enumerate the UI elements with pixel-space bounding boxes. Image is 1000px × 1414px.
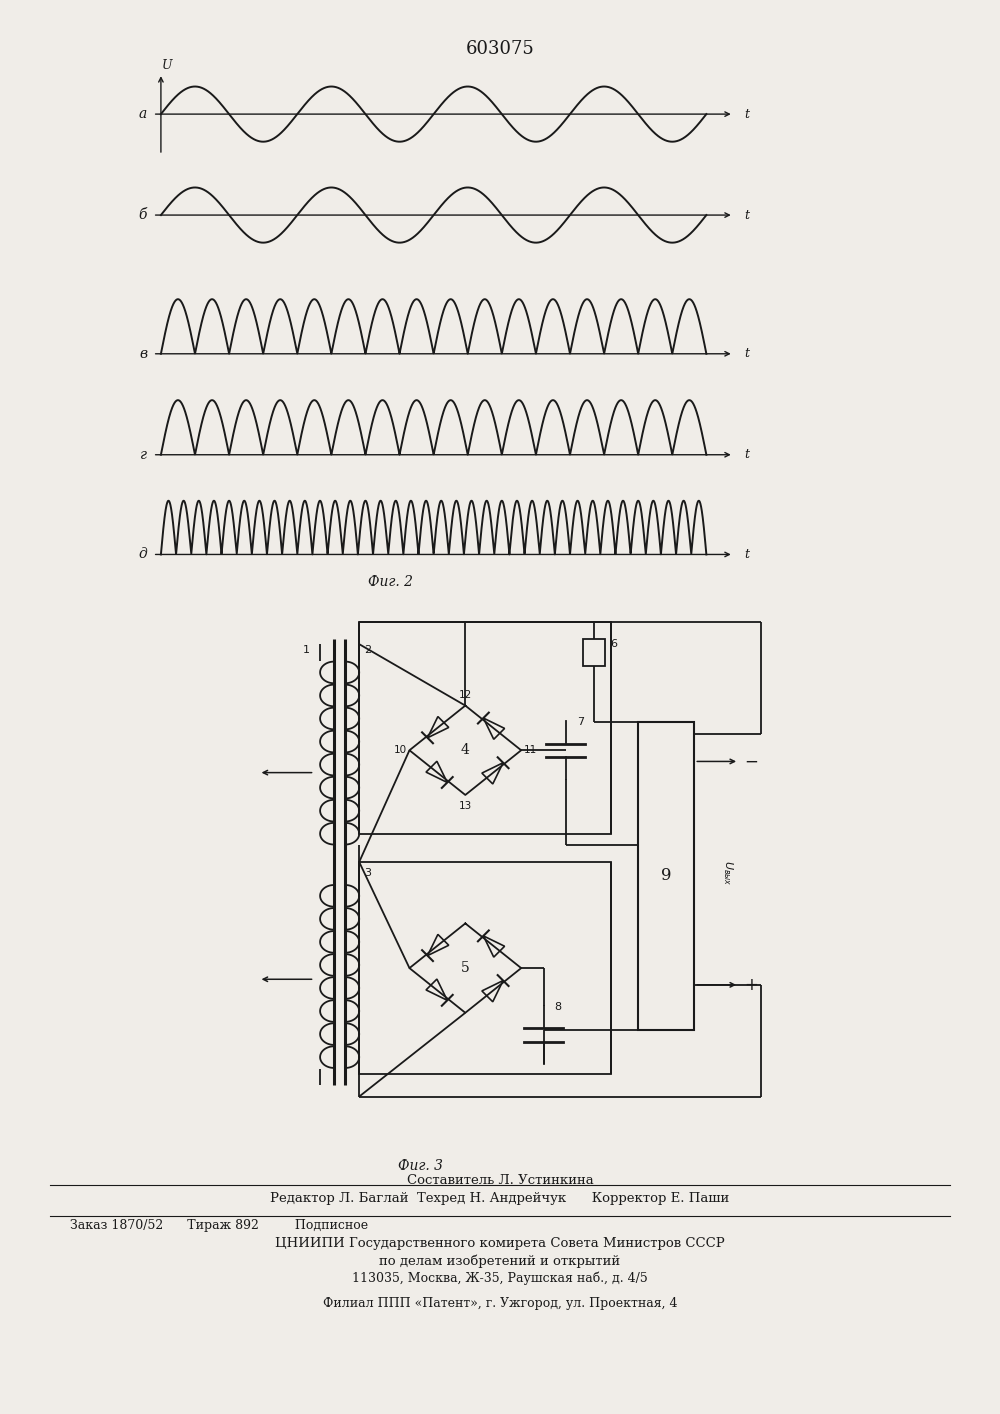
Text: 8: 8 <box>555 1003 562 1012</box>
Text: а: а <box>139 107 147 122</box>
Text: ЦНИИПИ Государственного комирета Совета Министров СССР: ЦНИИПИ Государственного комирета Совета … <box>275 1237 725 1250</box>
Text: t: t <box>745 348 750 361</box>
Text: $U_{вых}$: $U_{вых}$ <box>721 860 735 887</box>
Text: +: + <box>745 976 758 994</box>
Text: 5: 5 <box>461 962 470 976</box>
Bar <box>359 863 611 1075</box>
Text: 603075: 603075 <box>466 40 534 58</box>
Text: 1: 1 <box>303 645 310 655</box>
Bar <box>638 723 694 1029</box>
Text: t: t <box>745 549 750 561</box>
Text: Филиал ППП «Патент», г. Ужгород, ул. Проектная, 4: Филиал ППП «Патент», г. Ужгород, ул. Про… <box>323 1297 677 1309</box>
Text: 9: 9 <box>661 867 672 884</box>
Text: U: U <box>162 59 173 72</box>
Text: Заказ 1870/52      Тираж 892         Подписное: Заказ 1870/52 Тираж 892 Подписное <box>70 1219 368 1232</box>
Text: по делам изобретений и открытий: по делам изобретений и открытий <box>379 1254 621 1268</box>
Text: 4: 4 <box>461 744 470 758</box>
Text: 12: 12 <box>459 690 472 700</box>
Text: t: t <box>745 209 750 222</box>
Text: t: t <box>745 448 750 461</box>
Text: Фиг. 3: Фиг. 3 <box>398 1159 442 1174</box>
Text: 3: 3 <box>364 868 371 878</box>
Text: 13: 13 <box>459 800 472 810</box>
Text: Составитель Л. Устинкина: Составитель Л. Устинкина <box>407 1174 593 1186</box>
Text: 2: 2 <box>364 645 371 655</box>
Text: в: в <box>139 346 147 361</box>
Text: д: д <box>139 547 147 561</box>
Bar <box>359 622 611 834</box>
Text: Фиг. 2: Фиг. 2 <box>368 575 413 590</box>
Text: 10: 10 <box>394 745 407 755</box>
Text: б: б <box>139 208 147 222</box>
Text: 6: 6 <box>611 639 618 649</box>
Text: Редактор Л. Баглай  Техред Н. Андрейчук      Корректор Е. Паши: Редактор Л. Баглай Техред Н. Андрейчук К… <box>270 1192 730 1205</box>
Text: 7: 7 <box>577 717 584 727</box>
Text: t: t <box>745 107 750 120</box>
Text: г: г <box>140 448 147 462</box>
Text: −: − <box>745 752 758 771</box>
Text: 11: 11 <box>524 745 537 755</box>
Bar <box>583 639 605 666</box>
Text: 113035, Москва, Ж-35, Раушская наб., д. 4/5: 113035, Москва, Ж-35, Раушская наб., д. … <box>352 1271 648 1285</box>
